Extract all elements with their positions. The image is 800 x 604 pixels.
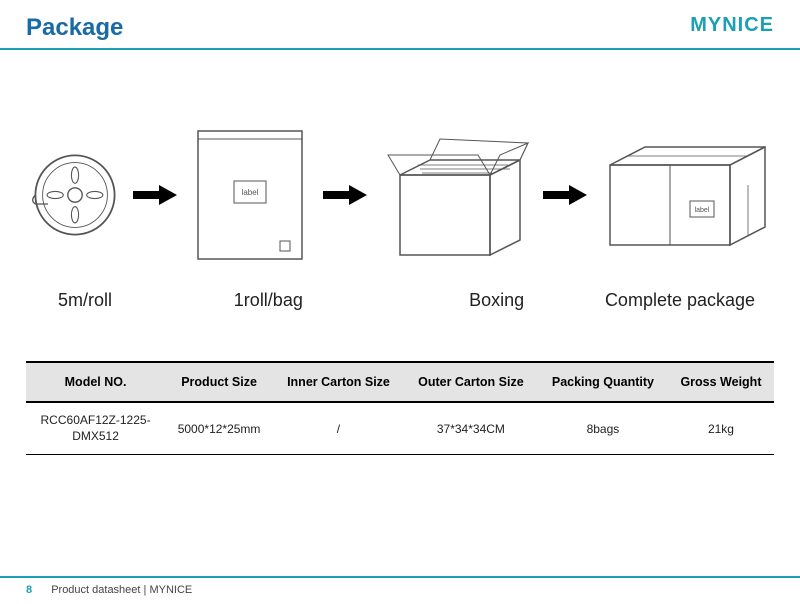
open-box-icon	[380, 125, 530, 265]
step-complete: label	[600, 135, 770, 255]
footer-text: Product datasheet | MYNICE	[51, 584, 192, 596]
bag-label-text: label	[242, 188, 259, 197]
footer: 8 Product datasheet | MYNICE	[0, 576, 800, 596]
table-header-row: Model NO. Product Size Inner Carton Size…	[26, 362, 774, 402]
spec-table-wrap: Model NO. Product Size Inner Carton Size…	[0, 311, 800, 455]
cell-model: RCC60AF12Z-1225-DMX512	[26, 402, 165, 455]
spool-icon	[30, 150, 120, 240]
col-weight: Gross Weight	[668, 362, 774, 402]
closed-box-icon: label	[600, 135, 770, 255]
cell-packqty: 8bags	[538, 402, 668, 455]
col-model: Model NO.	[26, 362, 165, 402]
page-number: 8	[26, 584, 32, 596]
package-diagram: label	[0, 50, 800, 290]
caption-row: 5m/roll 1roll/bag Boxing Complete packag…	[0, 290, 800, 311]
col-inner: Inner Carton Size	[273, 362, 404, 402]
arrow-icon	[321, 183, 369, 207]
cell-outer: 37*34*34CM	[404, 402, 538, 455]
cell-product: 5000*12*25mm	[165, 402, 273, 455]
bag-icon: label	[190, 125, 310, 265]
step-boxing	[380, 125, 530, 265]
arrow-icon	[131, 183, 179, 207]
col-product: Product Size	[165, 362, 273, 402]
spec-table: Model NO. Product Size Inner Carton Size…	[26, 361, 774, 455]
cell-inner: /	[273, 402, 404, 455]
table-row: RCC60AF12Z-1225-DMX512 5000*12*25mm / 37…	[26, 402, 774, 455]
step-bag: label	[190, 125, 310, 265]
step-roll	[30, 150, 120, 240]
cell-weight: 21kg	[668, 402, 774, 455]
col-outer: Outer Carton Size	[404, 362, 538, 402]
caption-roll: 5m/roll	[30, 290, 140, 311]
caption-bag: 1roll/bag	[193, 290, 343, 311]
header: Package MYNICE	[0, 0, 800, 50]
brand-logo: MYNICE	[690, 14, 774, 37]
carton-label-text: label	[695, 207, 710, 214]
caption-complete: Complete package	[590, 290, 770, 311]
caption-boxing: Boxing	[417, 290, 577, 311]
cell-model-text: RCC60AF12Z-1225-DMX512	[41, 413, 151, 443]
page-title: Package	[26, 14, 123, 42]
arrow-icon	[541, 183, 589, 207]
col-packqty: Packing Quantity	[538, 362, 668, 402]
